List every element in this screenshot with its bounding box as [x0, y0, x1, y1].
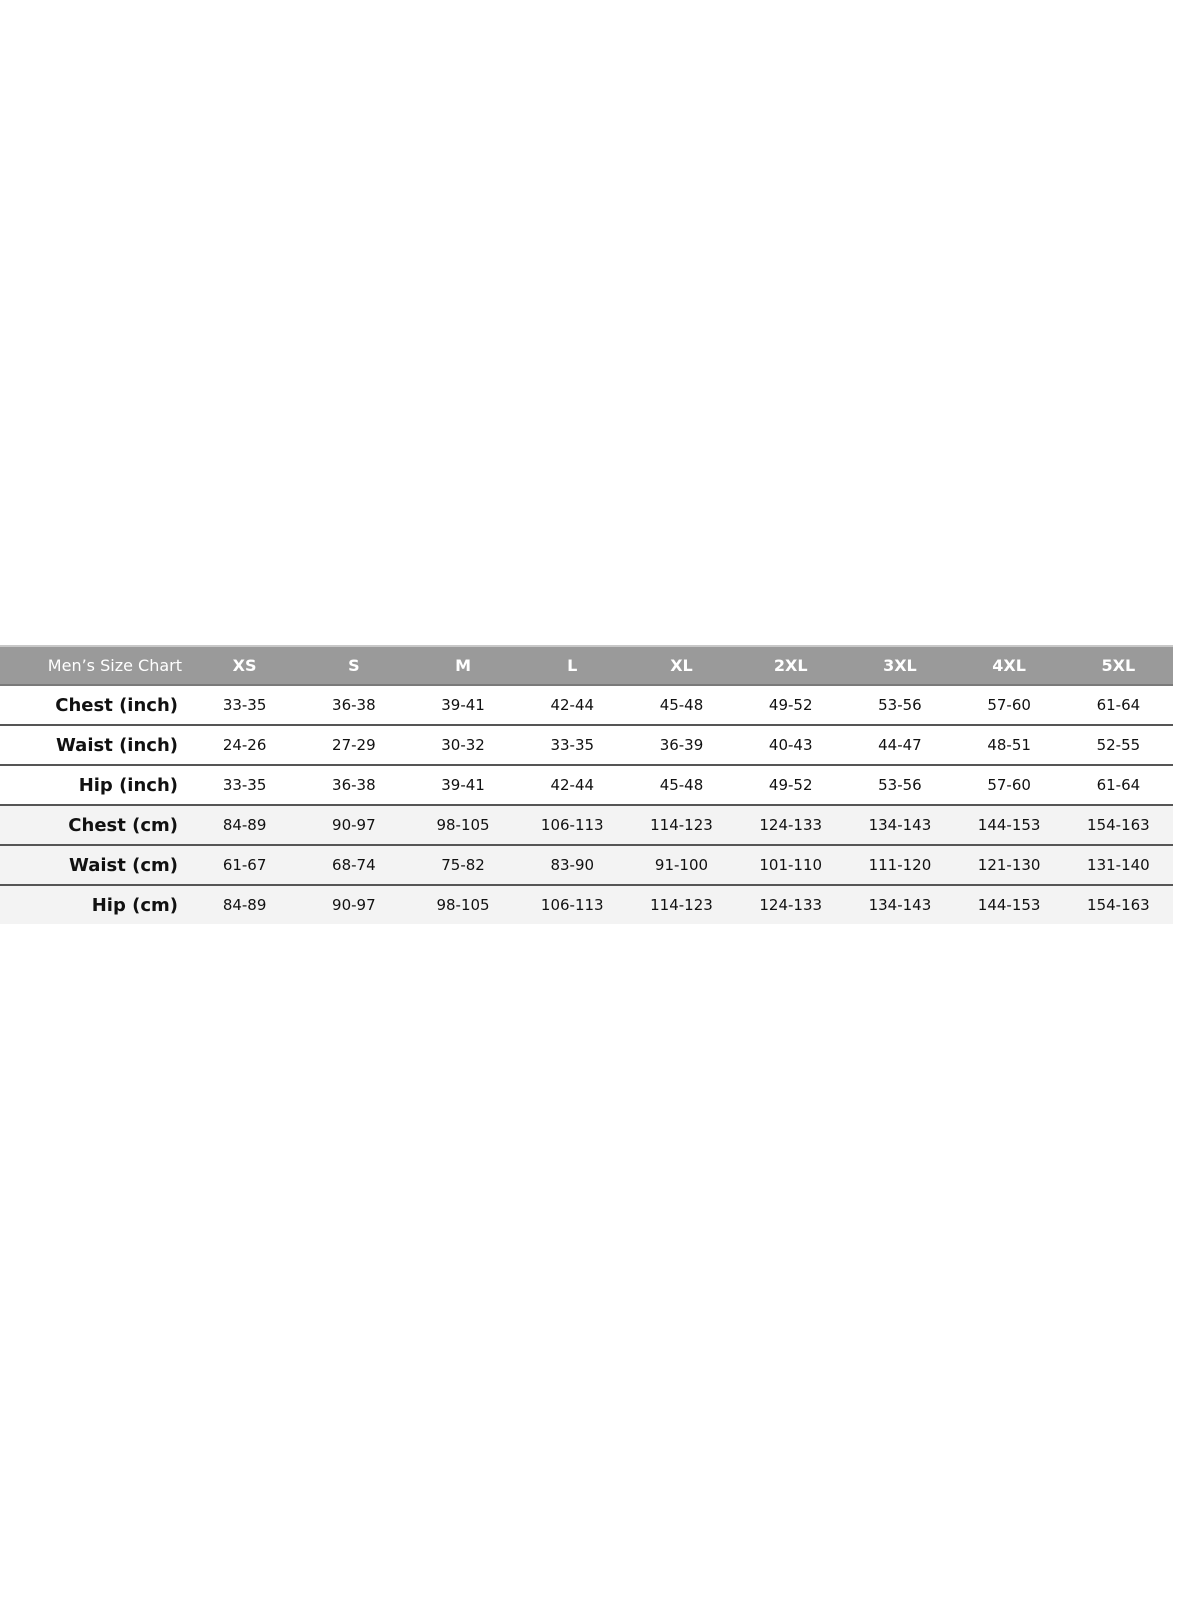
table-cell: 75-82	[441, 856, 485, 874]
table-cell: 30-32	[441, 736, 485, 754]
row-label: Hip (inch)	[78, 774, 178, 796]
table-cell: 39-41	[441, 776, 485, 794]
table-cell: 114-123	[650, 896, 713, 914]
table-cell: 134-143	[868, 896, 932, 914]
table-row: Hip (inch) 33-35 36-38 39-41 42-44 45-48 49-52…	[0, 765, 1173, 805]
table-cell: 36-38	[332, 776, 376, 794]
table-cell: 68-74	[332, 856, 376, 874]
size-header-l: L	[517, 645, 627, 686]
table-cell: 144-153	[977, 816, 1041, 834]
row-label: Hip (cm)	[91, 894, 178, 916]
table-cell: 61-64	[1096, 776, 1141, 794]
table-cell: 45-48	[659, 776, 704, 794]
table-title: Men’s Size Chart	[0, 645, 190, 686]
table-cell: 114-123	[650, 816, 713, 834]
table-row: Hip (cm) 84-89 90-97 98-105 106-113 114-123 12…	[0, 885, 1173, 924]
size-header-xl: XL	[626, 645, 737, 686]
table-cell: 101-110	[759, 856, 823, 874]
table-cell: 111-120	[868, 856, 932, 874]
table-cell: 53-56	[878, 776, 922, 794]
size-chart-table: Men’s Size Chart XS S M L XL 2XL 3XL 4XL 5XL Che…	[0, 645, 1173, 924]
row-label: Chest (inch)	[55, 694, 178, 716]
row-label: Waist (inch)	[55, 734, 178, 756]
table-cell: 42-44	[550, 696, 595, 714]
table-cell: 57-60	[987, 776, 1031, 794]
row-label: Waist (cm)	[69, 854, 178, 876]
header-row: Men’s Size Chart XS S M L XL 2XL 3XL 4XL 5XL	[0, 645, 1173, 686]
table-cell: 49-52	[768, 776, 813, 794]
size-header-2xl: 2XL	[736, 645, 846, 686]
table-cell: 57-60	[987, 696, 1031, 714]
table-cell: 27-29	[332, 736, 376, 754]
table-cell: 61-64	[1096, 696, 1141, 714]
table-row: Chest (inch) 33-35 36-38 39-41 42-44 45-48 49-…	[0, 685, 1173, 725]
size-header-xs: XS	[190, 645, 300, 686]
table-cell: 124-133	[759, 896, 823, 914]
size-header-s: S	[299, 645, 409, 686]
table-cell: 98-105	[436, 896, 490, 914]
table-cell: 83-90	[550, 856, 595, 874]
table-cell: 40-43	[768, 736, 813, 754]
table-cell: 45-48	[659, 696, 704, 714]
table-cell: 154-163	[1087, 816, 1150, 834]
table-cell: 53-56	[878, 696, 922, 714]
size-header-4xl: 4XL	[954, 645, 1064, 686]
table-row: Waist (cm) 61-67 68-74 75-82 83-90 91-100 101-…	[0, 845, 1173, 885]
table-cell: 90-97	[332, 896, 376, 914]
table-cell: 42-44	[550, 776, 595, 794]
table-cell: 84-89	[222, 896, 267, 914]
table-cell: 91-100	[654, 856, 709, 874]
table-cell: 98-105	[436, 816, 490, 834]
table-cell: 52-55	[1096, 736, 1141, 754]
table-cell: 24-26	[222, 736, 267, 754]
table-cell: 121-130	[977, 856, 1041, 874]
table-cell: 134-143	[868, 816, 932, 834]
row-label: Chest (cm)	[68, 814, 178, 836]
table-cell: 36-39	[659, 736, 704, 754]
table-cell: 90-97	[332, 816, 376, 834]
size-header-5xl: 5XL	[1063, 645, 1173, 686]
table-row: Chest (cm) 84-89 90-97 98-105 106-113 114-123…	[0, 805, 1173, 845]
table-cell: 154-163	[1087, 896, 1150, 914]
table-cell: 61-67	[222, 856, 267, 874]
table-cell: 33-35	[222, 696, 267, 714]
table-cell: 84-89	[222, 816, 267, 834]
table-cell: 144-153	[977, 896, 1041, 914]
size-header-3xl: 3XL	[845, 645, 955, 686]
table-cell: 44-47	[878, 736, 922, 754]
table-cell: 106-113	[540, 816, 604, 834]
table-row: Waist (inch) 24-26 27-29 30-32 33-35 36-39 40-…	[0, 725, 1173, 765]
table-cell: 33-35	[222, 776, 267, 794]
table-cell: 49-52	[768, 696, 813, 714]
table-cell: 36-38	[332, 696, 376, 714]
table-cell: 131-140	[1087, 856, 1150, 874]
table-cell: 124-133	[759, 816, 823, 834]
table-cell: 33-35	[550, 736, 595, 754]
table-cell: 106-113	[540, 896, 604, 914]
table-cell: 39-41	[441, 696, 485, 714]
size-header-m: M	[408, 645, 518, 686]
table-cell: 48-51	[987, 736, 1031, 754]
